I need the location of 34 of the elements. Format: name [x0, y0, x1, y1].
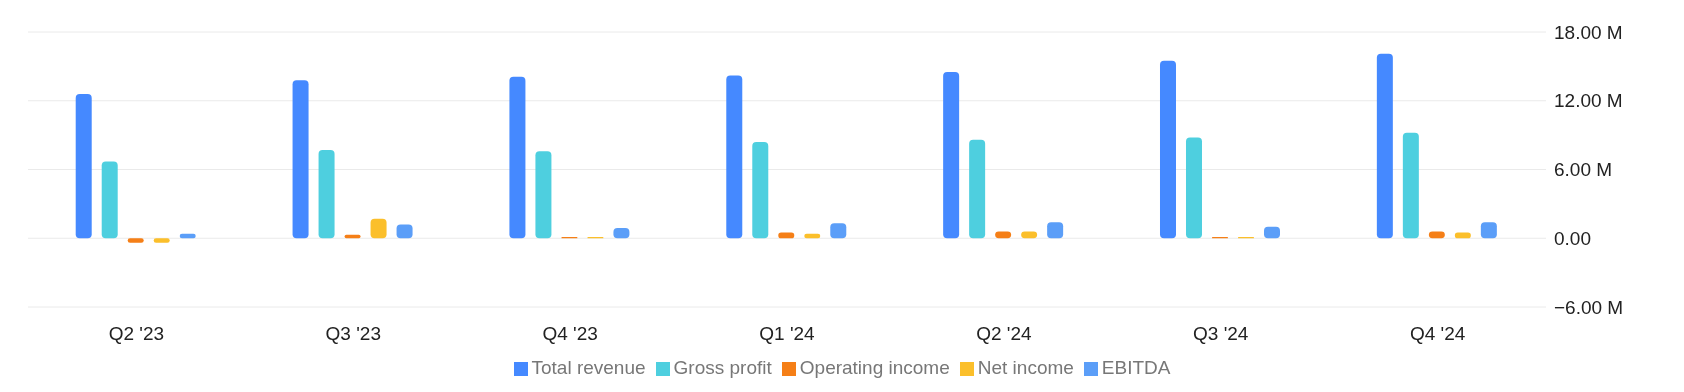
bar [509, 76, 526, 239]
legend-label: Total revenue [531, 357, 646, 378]
bar [1047, 222, 1064, 239]
y-tick-label: 0.00 [1554, 227, 1591, 249]
bar [969, 139, 986, 239]
y-tick-label: −6.00 M [1554, 296, 1624, 318]
bar [943, 72, 960, 239]
bar [726, 75, 743, 239]
bar [535, 151, 552, 239]
bar [101, 161, 118, 239]
bar [292, 80, 309, 239]
x-tick-label: Q4 '23 [542, 323, 598, 345]
bar [1376, 53, 1393, 239]
legend-label: Net income [977, 357, 1074, 378]
y-tick-label: 18.00 M [1554, 21, 1623, 43]
bar [370, 218, 387, 239]
bar [1185, 137, 1202, 239]
legend-label: Gross profit [673, 357, 772, 378]
bar [318, 150, 335, 239]
x-tick-label: Q1 '24 [759, 323, 816, 345]
x-tick-label: Q4 '24 [1409, 323, 1466, 345]
bar [1159, 60, 1176, 239]
y-tick-label: 12.00 M [1554, 90, 1623, 112]
legend-label: Operating income [799, 357, 950, 378]
bar [1402, 132, 1419, 239]
y-tick-label: 6.00 M [1554, 159, 1613, 181]
x-tick-label: Q3 '24 [1193, 323, 1249, 345]
legend-label: EBITDA [1101, 357, 1171, 378]
bar [752, 142, 769, 239]
x-tick-label: Q2 '23 [108, 323, 165, 345]
x-tick-label: Q3 '23 [325, 323, 381, 345]
bar [75, 93, 92, 239]
bar [1480, 222, 1497, 239]
x-tick-label: Q2 '24 [976, 323, 1032, 345]
